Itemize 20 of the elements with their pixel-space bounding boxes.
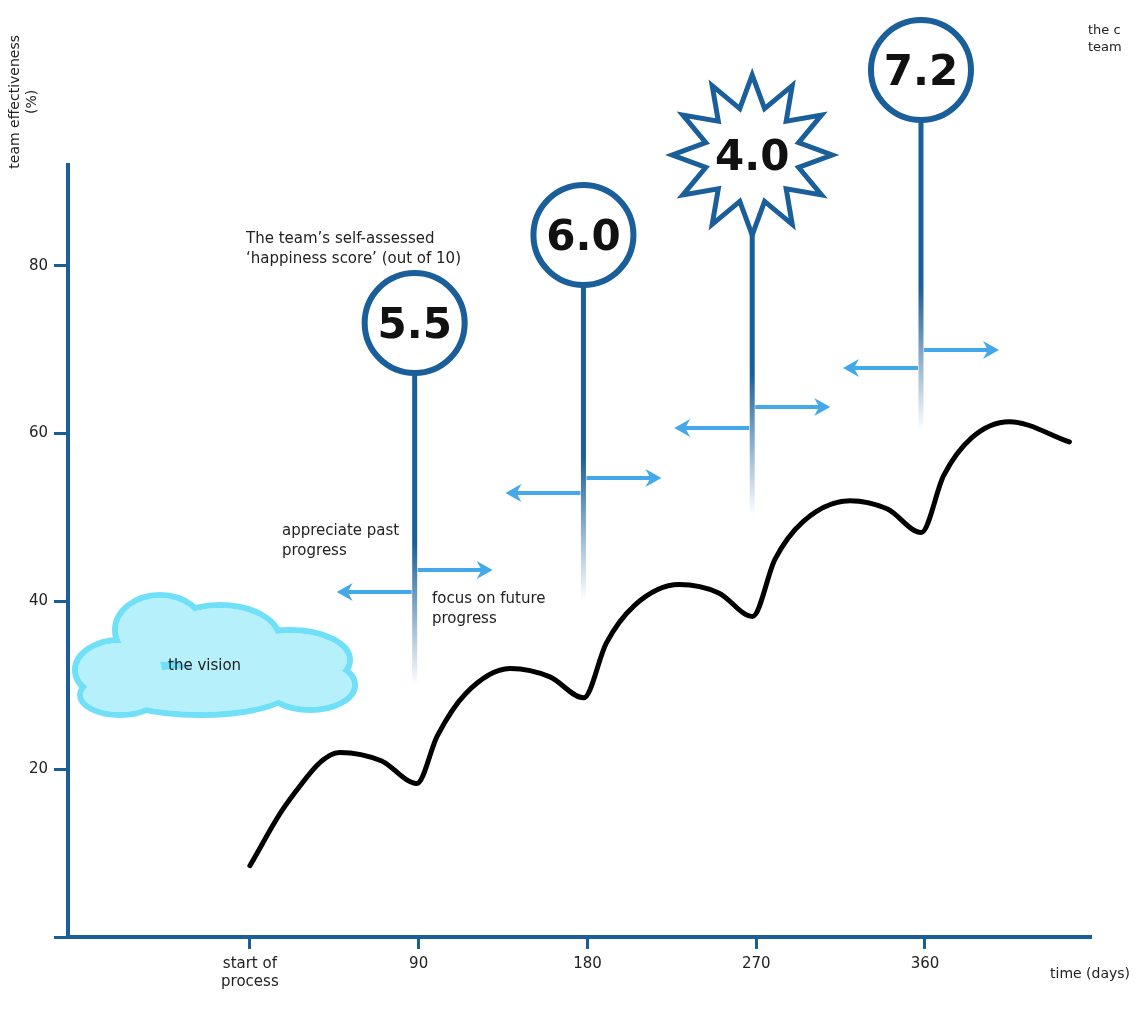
annotation: focus on future progress <box>432 588 547 629</box>
x-tick-label: 270 <box>741 953 771 972</box>
y-tick-label: 40 <box>28 591 48 610</box>
y-axis-title: team effectiveness (%) <box>6 33 40 171</box>
x-tick-label: start of process <box>221 953 279 990</box>
annotation: 5.5 <box>377 299 452 348</box>
text: the c team <box>1088 22 1123 56</box>
x-tick-label: 360 <box>910 953 940 972</box>
y-tick-label: 60 <box>28 423 48 442</box>
x-tick-label: 90 <box>409 953 429 972</box>
annotation: The team’s self-assessed ‘happiness score’ (out of 10) <box>246 228 462 269</box>
annotation: the vision <box>168 655 243 676</box>
x-tick-label: 180 <box>573 953 602 972</box>
annotation: 6.0 <box>546 211 621 260</box>
text: 7.2 <box>883 46 959 95</box>
x-axis-title: time (days) <box>1050 964 1132 983</box>
annotation: appreciate past progress <box>282 520 401 561</box>
annotation: 4.0 <box>715 131 790 180</box>
y-tick-label: 80 <box>28 255 48 274</box>
y-tick-label: 20 <box>28 759 48 778</box>
